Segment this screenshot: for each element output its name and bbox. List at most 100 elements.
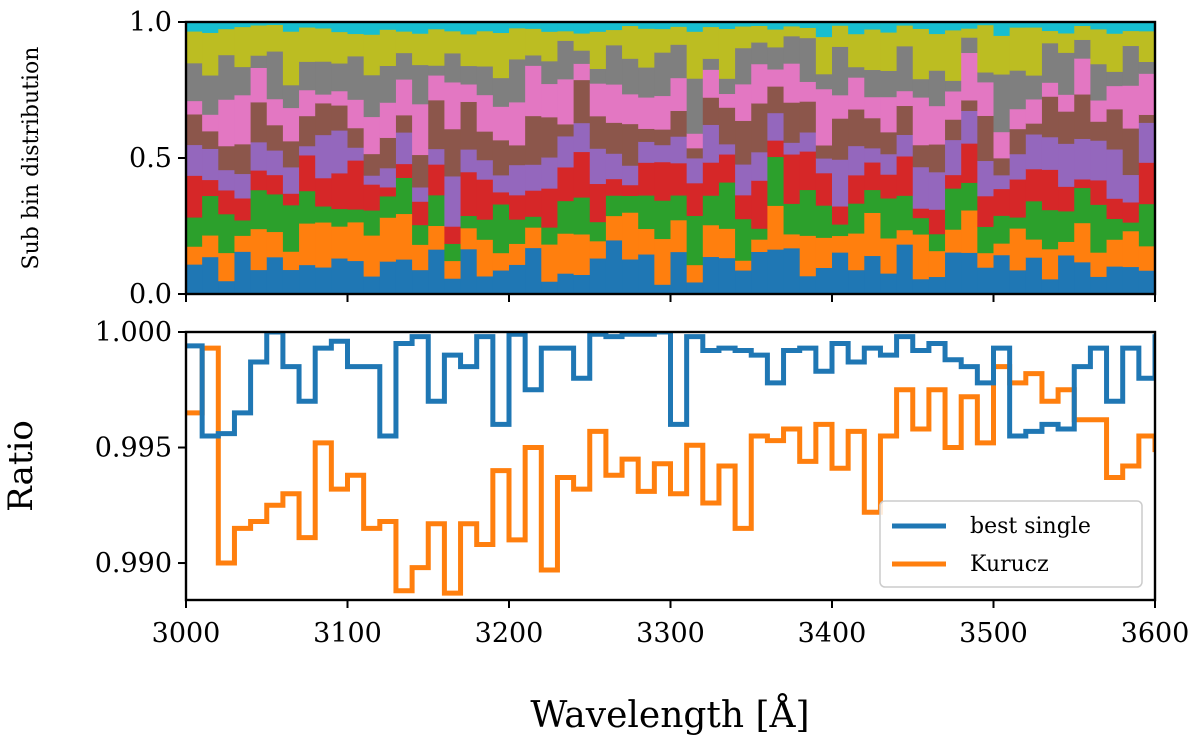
sub-bin-segment (234, 219, 252, 236)
sub-bin-segment (1122, 222, 1140, 232)
sub-bin-segment (476, 65, 494, 96)
sub-bin-segment (993, 73, 1011, 133)
sub-bin-segment (815, 22, 833, 38)
sub-bin-segment (622, 165, 639, 186)
sub-bin-segment (347, 55, 365, 100)
sub-bin-segment (509, 101, 526, 146)
sub-bin-segment (379, 22, 397, 30)
sub-bin-segment (718, 228, 736, 259)
sub-bin-segment (896, 45, 914, 92)
sub-bin-segment (379, 29, 397, 66)
sub-bin-segment (751, 228, 768, 240)
x-tick-label: 3400 (798, 618, 867, 649)
sub-bin-segment (202, 179, 219, 197)
sub-bin-segment (234, 197, 252, 221)
x-tick-label: 3500 (959, 618, 1028, 649)
sub-bin-segment (315, 205, 332, 223)
sub-bin-segment (541, 156, 559, 189)
sub-bin-segment (347, 99, 365, 129)
top-y-tick-label: 0.5 (129, 143, 172, 174)
sub-bin-segment (541, 188, 559, 228)
sub-bin-segment (880, 22, 898, 33)
sub-bin-segment (412, 64, 429, 105)
sub-bin-segment (1041, 30, 1059, 44)
bottom-y-axis-label: Ratio (1, 420, 41, 512)
sub-bin-segment (315, 94, 332, 104)
sub-bin-segment (1058, 241, 1075, 256)
sub-bin-segment (412, 224, 429, 245)
sub-bin-segment (234, 251, 252, 295)
sub-bin-segment (751, 63, 768, 104)
sub-bin-segment (605, 239, 623, 295)
sub-bin-segment (573, 197, 591, 235)
sub-bin-segment (622, 123, 639, 166)
sub-bin-segment (832, 94, 849, 119)
sub-bin-segment (299, 61, 316, 91)
sub-bin-segment (589, 31, 607, 69)
sub-bin-segment (299, 26, 316, 62)
sub-bin-segment (622, 195, 639, 213)
sub-bin-segment (864, 117, 882, 149)
sub-bin-segment (928, 143, 946, 173)
sub-bin-segment (977, 195, 995, 227)
sub-bin-segment (1009, 108, 1027, 130)
sub-bin-segment (961, 28, 978, 38)
sub-bin-segment (525, 22, 542, 29)
sub-bin-segment (460, 65, 478, 85)
sub-bin-segment (686, 281, 704, 295)
sub-bin-segment (1058, 254, 1075, 295)
sub-bin-segment (638, 228, 655, 255)
sub-bin-segment (315, 266, 332, 295)
sub-bin-segment (379, 217, 397, 262)
sub-bin-segment (1058, 143, 1075, 187)
x-axis-label: Wavelength [Å] (530, 694, 809, 736)
sub-bin-segment (767, 28, 785, 48)
sub-bin-segment (815, 267, 833, 295)
sub-bin-segment (654, 52, 672, 97)
sub-bin-segment (266, 256, 284, 295)
sub-bin-segment (250, 269, 268, 295)
sub-bin-segment (767, 86, 785, 114)
sub-bin-segment (573, 233, 591, 275)
sub-bin-segment (1122, 266, 1140, 295)
sub-bin-segment (848, 108, 865, 147)
sub-bin-segment (928, 209, 946, 235)
sub-bin-segment (993, 243, 1011, 256)
sub-bin-segment (799, 131, 817, 152)
sub-bin-segment (815, 172, 833, 206)
sub-bin-segment (331, 257, 349, 295)
sub-bin-segment (605, 122, 623, 154)
sub-bin-segment (880, 96, 898, 133)
sub-bin-segment (767, 22, 785, 30)
sub-bin-segment (1009, 153, 1027, 180)
sub-bin-segment (1074, 138, 1091, 180)
sub-bin-segment (751, 25, 768, 43)
x-tick-label: 3000 (152, 618, 221, 649)
sub-bin-segment (492, 269, 510, 295)
sub-bin-segment (1074, 25, 1091, 40)
sub-bin-segment (912, 78, 930, 98)
sub-bin-segment (751, 102, 768, 153)
sub-bin-segment (234, 235, 252, 252)
sub-bin-segment (1138, 30, 1156, 62)
sub-bin-segment (1058, 210, 1075, 242)
sub-bin-segment (202, 234, 219, 258)
sub-bin-segment (1025, 200, 1043, 240)
sub-bin-segment (702, 22, 720, 28)
sub-bin-segment (977, 81, 995, 116)
sub-bin-segment (573, 32, 591, 51)
sub-bin-segment (363, 275, 381, 295)
sub-bin-segment (961, 110, 978, 144)
sub-bin-segment (799, 101, 817, 133)
sub-bin-segment (186, 113, 203, 146)
sub-bin-segment (412, 269, 429, 295)
sub-bin-segment (751, 41, 768, 65)
sub-bin-segment (363, 116, 381, 155)
sub-bin-segment (1058, 22, 1075, 34)
sub-bin-segment (444, 243, 462, 262)
sub-bin-segment (428, 99, 445, 150)
sub-bin-segment (186, 30, 203, 64)
sub-bin-segment (1009, 27, 1027, 71)
sub-bin-segment (573, 63, 591, 81)
